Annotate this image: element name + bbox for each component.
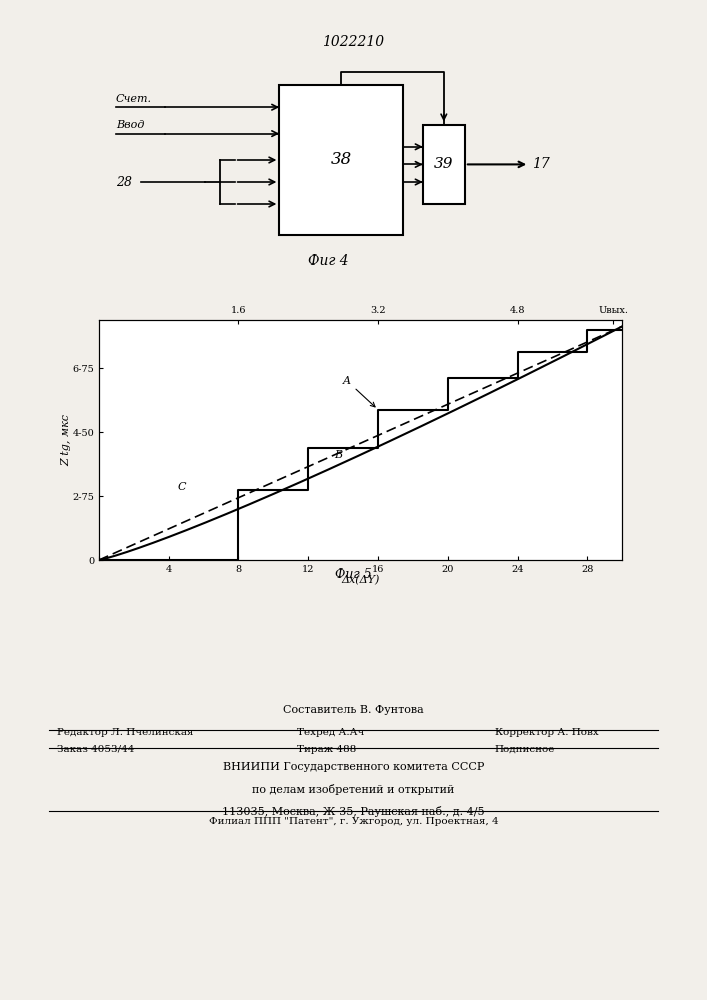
Text: 38: 38 [330, 151, 352, 168]
Text: A: A [343, 376, 375, 407]
Text: Техред А.Ач: Техред А.Ач [297, 728, 364, 737]
Text: Тираж 488: Тираж 488 [297, 745, 356, 754]
Text: Филиал ППП "Патент", г. Ужгород, ул. Проектная, 4: Филиал ППП "Патент", г. Ужгород, ул. Про… [209, 817, 498, 826]
Text: Заказ 4053/44: Заказ 4053/44 [57, 745, 134, 754]
Text: 113035, Москва, Ж-35, Раушская наб., д. 4/5: 113035, Москва, Ж-35, Раушская наб., д. … [222, 806, 485, 817]
Text: 28: 28 [116, 176, 132, 188]
Text: B: B [334, 450, 342, 460]
Text: по делам изобретений и открытий: по делам изобретений и открытий [252, 784, 455, 795]
Text: Корректор А. Повх: Корректор А. Повх [495, 728, 599, 737]
Text: Фиг 4: Фиг 4 [308, 254, 349, 268]
Bar [279, 85, 403, 235]
Text: 39: 39 [434, 157, 454, 171]
Text: Ввод: Ввод [116, 120, 144, 130]
Text: 17: 17 [532, 157, 549, 171]
Text: Редактор Л. Пчелинская: Редактор Л. Пчелинская [57, 728, 193, 737]
Text: C: C [177, 482, 186, 492]
Y-axis label: Z tg, мкс: Z tg, мкс [61, 414, 71, 466]
Text: Подписное: Подписное [495, 745, 555, 754]
X-axis label: Δx(ΔY): Δx(ΔY) [341, 575, 380, 586]
Text: Фиг 5: Фиг 5 [335, 568, 372, 581]
Text: ВНИИПИ Государственного комитета СССР: ВНИИПИ Государственного комитета СССР [223, 762, 484, 772]
Text: Составитель В. Фунтова: Составитель В. Фунтова [283, 705, 424, 715]
Text: Счет.: Счет. [116, 94, 152, 104]
Text: 1022210: 1022210 [322, 35, 385, 49]
Bar [423, 125, 465, 204]
